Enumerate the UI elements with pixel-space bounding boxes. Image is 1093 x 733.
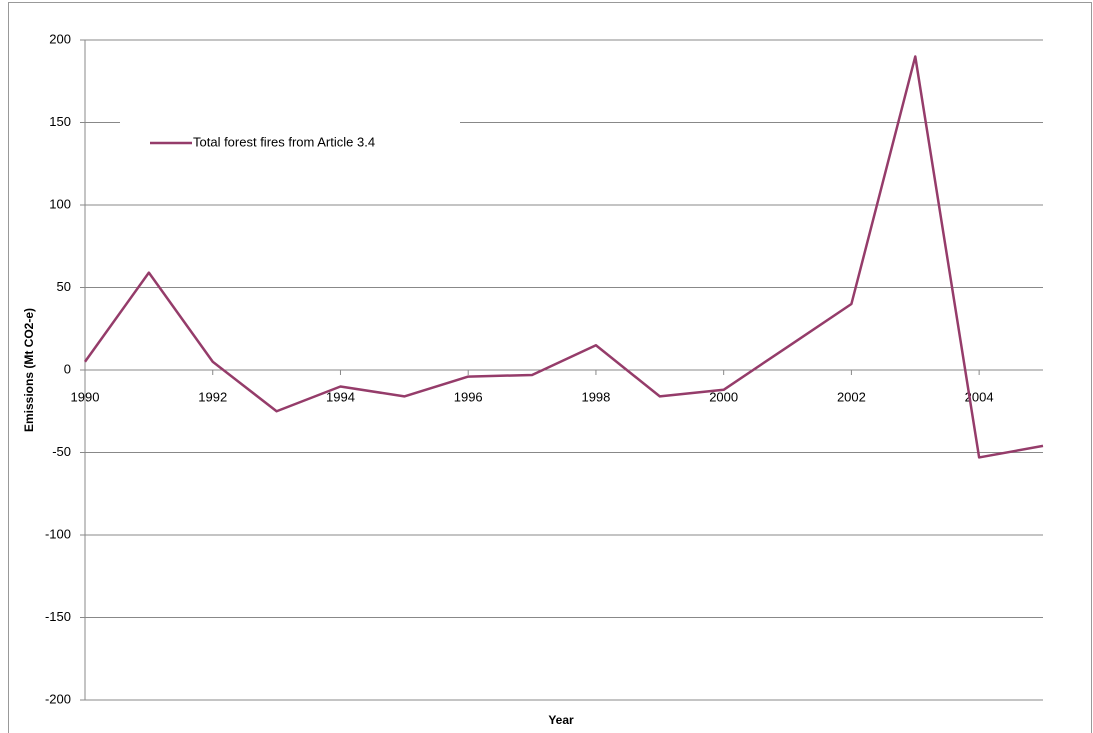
y-tick-label: 100 xyxy=(49,196,71,211)
y-tick-label: 50 xyxy=(57,279,71,294)
y-tick-label: -200 xyxy=(45,691,71,706)
x-tick-label: 1990 xyxy=(71,389,100,404)
x-axis-label: Year xyxy=(548,713,574,727)
y-tick-label: 150 xyxy=(49,114,71,129)
legend-label: Total forest fires from Article 3.4 xyxy=(193,134,375,149)
y-tick-label: 200 xyxy=(49,31,71,46)
x-tick-label: 2004 xyxy=(965,389,994,404)
x-tick-label: 1992 xyxy=(198,389,227,404)
x-tick-label: 1994 xyxy=(326,389,355,404)
y-tick-label: -50 xyxy=(52,444,71,459)
y-tick-label: -150 xyxy=(45,609,71,624)
data-line xyxy=(83,55,1044,459)
y-axis-label: Emissions (Mt CO2-e) xyxy=(22,308,36,432)
y-tick-label: 0 xyxy=(64,361,71,376)
y-tick-label: -100 xyxy=(45,526,71,541)
x-tick-label: 2000 xyxy=(709,389,738,404)
x-tick-label: 2002 xyxy=(837,389,866,404)
x-tick-label: 1998 xyxy=(581,389,610,404)
x-tick-label: 1996 xyxy=(454,389,483,404)
chart-frame xyxy=(8,2,1092,733)
